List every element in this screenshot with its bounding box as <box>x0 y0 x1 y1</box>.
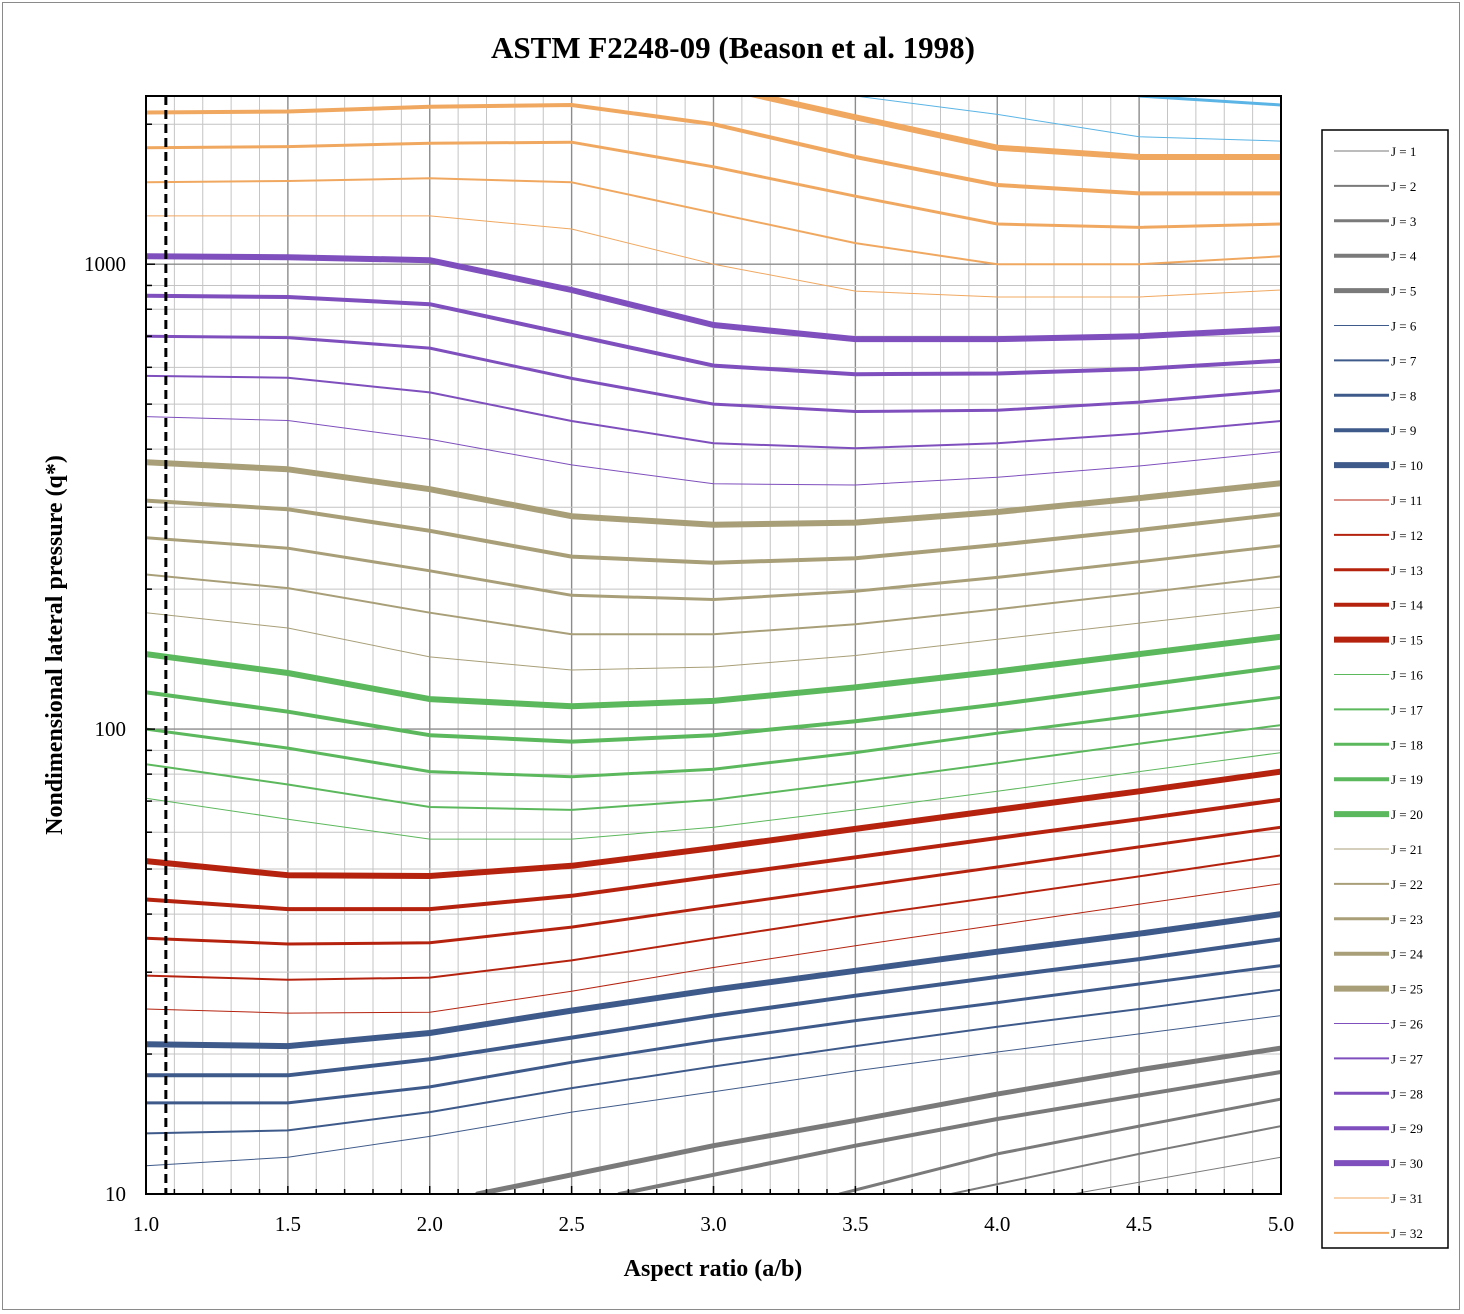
series-lines <box>146 96 1281 1194</box>
legend: J = 1 J = 2 J = 3 J = 4 J = 5 J = 6 J = 7 J = 8… <box>1321 129 1449 1249</box>
legend-label: J = 25 <box>1391 982 1423 997</box>
legend-label: J = 20 <box>1391 807 1423 822</box>
x-tick-label: 1.0 <box>133 1212 159 1236</box>
x-tick-label: 3.0 <box>700 1212 726 1236</box>
legend-label: J = 16 <box>1391 668 1423 683</box>
series-line-2 <box>950 1125 1281 1194</box>
series-line-21 <box>146 606 1281 671</box>
legend-box <box>1321 129 1449 1249</box>
x-tick-label: 5.0 <box>1268 1212 1294 1236</box>
series-line-7 <box>146 988 1281 1135</box>
series-line-32 <box>146 177 1281 266</box>
legend-label: J = 30 <box>1391 1156 1423 1171</box>
legend-label: J = 9 <box>1391 423 1416 438</box>
series-line-36 <box>854 96 1281 142</box>
series-line-26 <box>146 416 1281 486</box>
legend-label: J = 7 <box>1391 353 1417 368</box>
legend-label: J = 23 <box>1391 912 1423 927</box>
series-line-6 <box>146 1015 1281 1167</box>
series-line-10 <box>146 911 1281 1050</box>
series-line-34 <box>146 103 1281 196</box>
legend-label: J = 12 <box>1391 528 1423 543</box>
y-tick-label: 1000 <box>84 252 126 276</box>
series-line-33 <box>146 140 1281 229</box>
legend-label: J = 29 <box>1391 1121 1423 1136</box>
legend-label: J = 17 <box>1391 702 1423 717</box>
x-tick-label: 2.0 <box>417 1212 443 1236</box>
chart-title: ASTM F2248-09 (Beason et al. 1998) <box>491 30 975 65</box>
x-tick-label: 4.0 <box>984 1212 1010 1236</box>
legend-label: J = 24 <box>1391 947 1423 962</box>
series-line-30 <box>146 253 1281 343</box>
legend-label: J = 8 <box>1391 388 1416 403</box>
legend-label: J = 32 <box>1391 1226 1423 1241</box>
x-tick-label: 3.5 <box>842 1212 868 1236</box>
legend-label: J = 3 <box>1391 214 1416 229</box>
series-line-8 <box>146 964 1281 1105</box>
x-axis-label: Aspect ratio (a/b) <box>624 1256 803 1282</box>
legend-label: J = 14 <box>1391 598 1423 613</box>
series-line-15 <box>146 768 1281 879</box>
series-line-17 <box>146 724 1281 811</box>
legend-label: J = 19 <box>1391 772 1423 787</box>
legend-label: J = 4 <box>1391 249 1417 264</box>
legend-label: J = 5 <box>1391 284 1416 299</box>
y-tick-labels: 10 100 1000 <box>84 252 126 1206</box>
series-line-19 <box>146 665 1281 744</box>
series-line-37 <box>1137 96 1281 107</box>
series-line-4 <box>617 1070 1281 1194</box>
series-line-22 <box>146 573 1281 636</box>
legend-label: J = 13 <box>1391 563 1423 578</box>
x-tick-label: 2.5 <box>559 1212 585 1236</box>
y-axis-label: Nondimensional lateral pressure (q*) <box>42 455 68 835</box>
series-line-5 <box>475 1045 1281 1194</box>
legend-label: J = 26 <box>1391 1017 1423 1032</box>
legend-label: J = 21 <box>1391 842 1423 857</box>
legend-label: J = 22 <box>1391 877 1423 892</box>
x-tick-label: 4.5 <box>1126 1212 1152 1236</box>
legend-label: J = 11 <box>1391 493 1422 508</box>
series-line-13 <box>146 825 1281 946</box>
legend-label: J = 31 <box>1391 1191 1423 1206</box>
series-line-9 <box>146 937 1281 1078</box>
legend-label: J = 18 <box>1391 737 1423 752</box>
legend-label: J = 1 <box>1391 144 1416 159</box>
series-line-27 <box>146 374 1281 450</box>
series-line-25 <box>146 459 1281 528</box>
series-line-20 <box>146 633 1281 710</box>
y-tick-label: 10 <box>105 1182 126 1206</box>
x-tick-labels: 1.0 1.5 2.0 2.5 3.0 3.5 4.0 4.5 5.0 <box>133 1212 1294 1236</box>
series-line-11 <box>146 883 1281 1014</box>
series-line-1 <box>1072 1156 1281 1194</box>
series-line-31 <box>146 215 1281 298</box>
series-line-3 <box>838 1097 1281 1194</box>
series-line-23 <box>146 536 1281 601</box>
series-line-29 <box>146 293 1281 377</box>
series-line-12 <box>146 854 1281 981</box>
legend-label: J = 6 <box>1391 319 1417 334</box>
series-line-16 <box>146 752 1281 840</box>
series-line-14 <box>146 797 1281 912</box>
series-line-28 <box>146 334 1281 413</box>
series-line-18 <box>146 695 1281 779</box>
legend-label: J = 28 <box>1391 1086 1423 1101</box>
legend-label: J = 27 <box>1391 1051 1423 1066</box>
legend-label: J = 10 <box>1391 458 1423 473</box>
series-line-35 <box>745 96 1281 160</box>
axis-ticks <box>145 123 1282 1195</box>
legend-label: J = 15 <box>1391 633 1423 648</box>
legend-items: J = 1 J = 2 J = 3 J = 4 J = 5 J = 6 J = 7 J = 8… <box>1334 144 1423 1241</box>
y-tick-label: 100 <box>95 717 127 741</box>
legend-label: J = 2 <box>1391 179 1416 194</box>
x-tick-label: 1.5 <box>275 1212 301 1236</box>
series-line-24 <box>146 498 1281 565</box>
